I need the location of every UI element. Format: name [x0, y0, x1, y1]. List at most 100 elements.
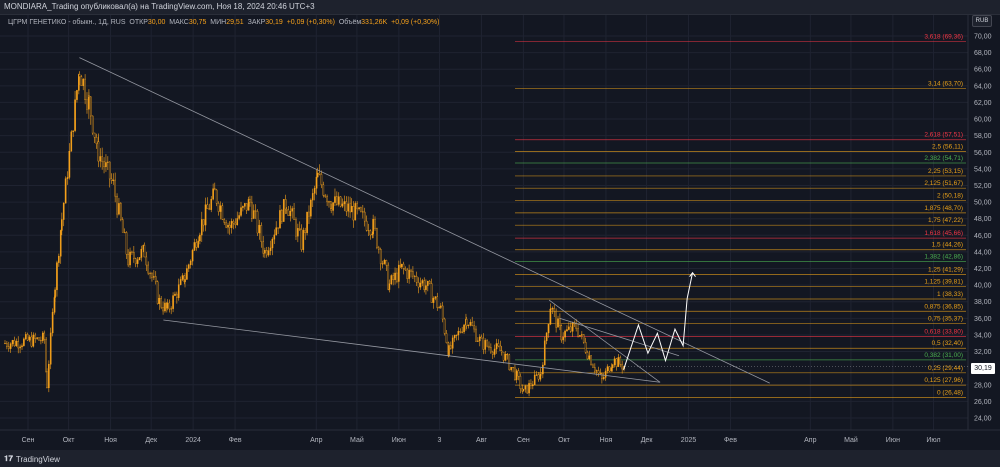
- candle-body: [575, 323, 577, 329]
- candle-body: [488, 345, 490, 348]
- candle-body: [156, 281, 159, 304]
- candle-body: [72, 130, 74, 133]
- candle-body: [579, 335, 581, 337]
- candle-body: [542, 364, 544, 375]
- high-value: 30,75: [188, 19, 207, 26]
- candle-body: [463, 324, 465, 333]
- fib-level-label: 2,25 (53,15): [928, 168, 963, 175]
- x-tick-label: Апр: [804, 437, 816, 444]
- candle-body: [134, 258, 137, 264]
- candle-body: [316, 172, 319, 178]
- candle-body: [451, 337, 454, 349]
- candle-body: [514, 367, 516, 380]
- candle-body: [560, 325, 563, 341]
- candle-body: [569, 326, 572, 332]
- y-tick-label: 70,00: [974, 34, 992, 41]
- candle-body: [408, 269, 410, 279]
- candle-body: [304, 230, 306, 234]
- candle-body: [390, 275, 393, 285]
- candle-body: [191, 250, 194, 262]
- candle-body: [459, 331, 462, 333]
- candle-body: [41, 332, 44, 341]
- y-tick-label: 44,00: [974, 249, 992, 256]
- candle-body: [540, 372, 542, 375]
- candle-body: [170, 308, 172, 310]
- candle-body: [267, 250, 270, 256]
- candle-body: [482, 337, 485, 350]
- candle-body: [512, 367, 514, 369]
- candle-body: [258, 225, 261, 234]
- y-tick-label: 24,00: [974, 415, 992, 422]
- candle-body: [121, 219, 124, 233]
- candle-body: [21, 345, 23, 348]
- candle-body: [522, 388, 525, 392]
- candle-body: [193, 242, 196, 251]
- candle-body: [517, 370, 520, 377]
- candle-body: [11, 340, 14, 345]
- candle-body: [577, 328, 579, 337]
- candle-body: [273, 234, 276, 240]
- candle-body: [473, 325, 475, 330]
- candle-body: [594, 367, 596, 372]
- candle-body: [448, 345, 450, 357]
- fib-level-label: 3,14 (63,70): [928, 80, 963, 87]
- footer-logo[interactable]: 𝟏𝟕 TradingView: [4, 454, 60, 464]
- candle-body: [151, 273, 153, 278]
- candle-body: [508, 354, 511, 371]
- candle-body: [417, 282, 420, 288]
- x-tick-label: Окт: [63, 437, 76, 444]
- price-chart[interactable]: 70,00 68,00 66,00 64,00 62,00 60,00 58,00 56,00…: [0, 0, 1000, 450]
- candle-body: [46, 371, 48, 389]
- candle-body: [528, 383, 530, 394]
- candle-body: [145, 256, 148, 266]
- y-tick-label: 38,00: [974, 299, 992, 306]
- candle-body: [242, 206, 244, 208]
- x-tick-label: Сен: [22, 437, 35, 444]
- candle-body: [48, 364, 50, 389]
- symbol-name[interactable]: ЦГРМ ГЕНЕТИКО - обыкн., 1Д, RUS: [8, 19, 126, 26]
- candle-body: [189, 260, 192, 266]
- candle-body: [369, 230, 372, 236]
- projection-path: [623, 272, 694, 370]
- candle-body: [164, 302, 166, 312]
- chart-frame[interactable]: [0, 14, 1000, 450]
- candle-body: [499, 345, 502, 352]
- candle-body: [549, 308, 552, 310]
- candle-body: [604, 370, 607, 378]
- candle-body: [168, 302, 171, 310]
- candle-body: [24, 334, 27, 340]
- close-label: ЗАКР: [247, 19, 266, 26]
- candle-body: [430, 283, 433, 303]
- candle-body: [86, 99, 88, 110]
- candle-body: [177, 284, 180, 298]
- candle-body: [324, 195, 327, 197]
- candle-body: [383, 260, 386, 264]
- fib-level-label: 1,382 (42,86): [924, 253, 963, 260]
- candle-body: [450, 345, 452, 349]
- candle-body: [232, 221, 235, 224]
- x-tick-label: 2024: [185, 437, 201, 444]
- candle-body: [436, 296, 439, 308]
- fib-level-label: 0,618 (33,80): [924, 329, 963, 336]
- currency-button[interactable]: RUB: [972, 15, 992, 27]
- candle-body: [388, 283, 391, 290]
- candle-body: [477, 340, 479, 342]
- x-tick-label: Апр: [310, 437, 322, 444]
- candle-body: [423, 280, 426, 290]
- candle-body: [404, 268, 407, 271]
- candle-body: [350, 205, 353, 213]
- fib-level-label: 0,875 (36,85): [924, 303, 963, 310]
- candle-body: [184, 279, 186, 283]
- y-tick-label: 66,00: [974, 67, 992, 74]
- candle-body: [356, 203, 358, 210]
- candle-body: [260, 225, 263, 243]
- fib-level-label: 2,5 (56,11): [932, 143, 963, 150]
- candle-body: [251, 201, 253, 219]
- candle-body: [608, 366, 611, 372]
- candle-body: [99, 156, 102, 162]
- candle-body: [265, 250, 268, 256]
- candle-body: [345, 201, 348, 212]
- high-label: МАКС: [169, 19, 189, 26]
- candle-body: [254, 210, 257, 212]
- candle-body: [97, 141, 100, 162]
